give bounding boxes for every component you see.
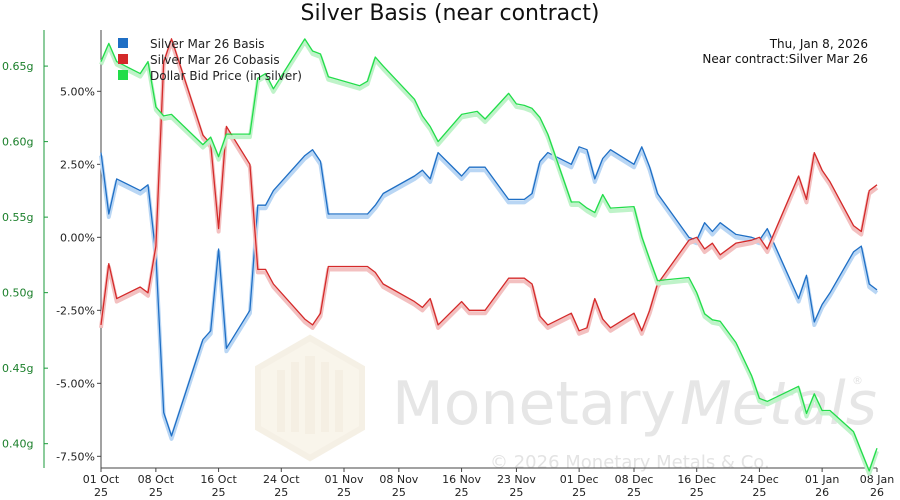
x-tick-year: 25 <box>274 486 288 499</box>
x-tick-label: 01 Nov <box>325 473 364 486</box>
y-right-tick-label: -2.50% <box>56 304 95 317</box>
y-left-tick-label: 0.60g <box>2 136 33 149</box>
watermark-copyright: © 2026 Monetary Metals & Co. <box>490 452 770 473</box>
y-left-tick-label: 0.45g <box>2 362 33 375</box>
legend-item-basis[interactable]: Silver Mar 26 Basis <box>118 37 264 51</box>
y-right-tick-label: -7.50% <box>56 450 95 463</box>
watermark-brand-left: Monetary <box>392 369 676 439</box>
y-right-tick-label: -5.00% <box>56 377 95 390</box>
x-tick-label: 08 Jan <box>860 473 894 486</box>
x-tick-label: 08 Dec <box>615 473 654 486</box>
legend-item-cobasis[interactable]: Silver Mar 26 Cobasis <box>118 53 280 67</box>
x-tick-year: 25 <box>392 486 406 499</box>
info-near-contract: Near contract:Silver Mar 26 <box>702 52 868 66</box>
watermark-logo-icon <box>255 334 365 462</box>
y-right-tick-label: 2.50% <box>60 158 95 171</box>
y-right-ticks: 5.00% 2.50% 0.00% -2.50% -5.00% -7.50% <box>56 85 101 463</box>
series-cobasis-line-shadow <box>99 39 879 336</box>
x-tick-year: 26 <box>870 486 884 499</box>
x-tick-label: 16 Dec <box>677 473 716 486</box>
legend-swatch-dollar-bid <box>118 70 128 80</box>
x-tick-label: 01 Jan <box>805 473 839 486</box>
x-tick-label: 08 Nov <box>379 473 418 486</box>
legend: Silver Mar 26 Basis Silver Mar 26 Cobasi… <box>118 37 302 83</box>
series-dollar-bid-line-shadow <box>99 39 879 476</box>
watermark-registered: ® <box>852 374 863 387</box>
series-dollar-bid-line[interactable] <box>100 38 878 472</box>
y-left-tick-label: 0.65g <box>2 60 33 73</box>
x-tick-label: 08 Oct <box>138 473 175 486</box>
x-tick-year: 25 <box>690 486 704 499</box>
y-left-tick-label: 0.55g <box>2 211 33 224</box>
x-tick-label: 01 Oct <box>83 473 120 486</box>
legend-item-dollar-bid[interactable]: Dollar Bid Price (in silver) <box>118 69 302 83</box>
series-basis-line[interactable] <box>100 146 878 437</box>
y-right-tick-label: 5.00% <box>60 85 95 98</box>
legend-label-cobasis: Silver Mar 26 Cobasis <box>150 53 280 67</box>
x-tick-year: 25 <box>337 486 351 499</box>
y-left-ticks: 0.65g 0.60g 0.55g 0.50g 0.45g 0.40g <box>2 60 48 451</box>
x-tick-label: 24 Oct <box>263 473 300 486</box>
series-layer <box>99 38 879 476</box>
x-tick-year: 25 <box>455 486 469 499</box>
legend-swatch-basis <box>118 38 128 48</box>
legend-label-basis: Silver Mar 26 Basis <box>150 37 264 51</box>
x-tick-year: 25 <box>149 486 163 499</box>
y-left-tick-label: 0.40g <box>2 438 33 451</box>
legend-label-dollar-bid: Dollar Bid Price (in silver) <box>150 69 302 83</box>
legend-swatch-cobasis <box>118 54 128 64</box>
x-tick-year: 25 <box>94 486 108 499</box>
info-date: Thu, Jan 8, 2026 <box>769 37 868 51</box>
chart-title: Silver Basis (near contract) <box>301 1 600 26</box>
x-tick-year: 26 <box>815 486 829 499</box>
x-tick-label: 23 Nov <box>497 473 536 486</box>
x-tick-year: 25 <box>509 486 523 499</box>
y-left-tick-label: 0.50g <box>2 287 33 300</box>
x-tick-year: 25 <box>212 486 226 499</box>
x-tick-year: 25 <box>572 486 586 499</box>
x-tick-label: 24 Dec <box>740 473 779 486</box>
x-tick-year: 25 <box>627 486 641 499</box>
x-tick-label: 16 Oct <box>200 473 237 486</box>
x-tick-year: 25 <box>752 486 766 499</box>
y-right-tick-label: 0.00% <box>60 231 95 244</box>
x-tick-label: 16 Nov <box>442 473 481 486</box>
x-tick-label: 01 Dec <box>560 473 599 486</box>
